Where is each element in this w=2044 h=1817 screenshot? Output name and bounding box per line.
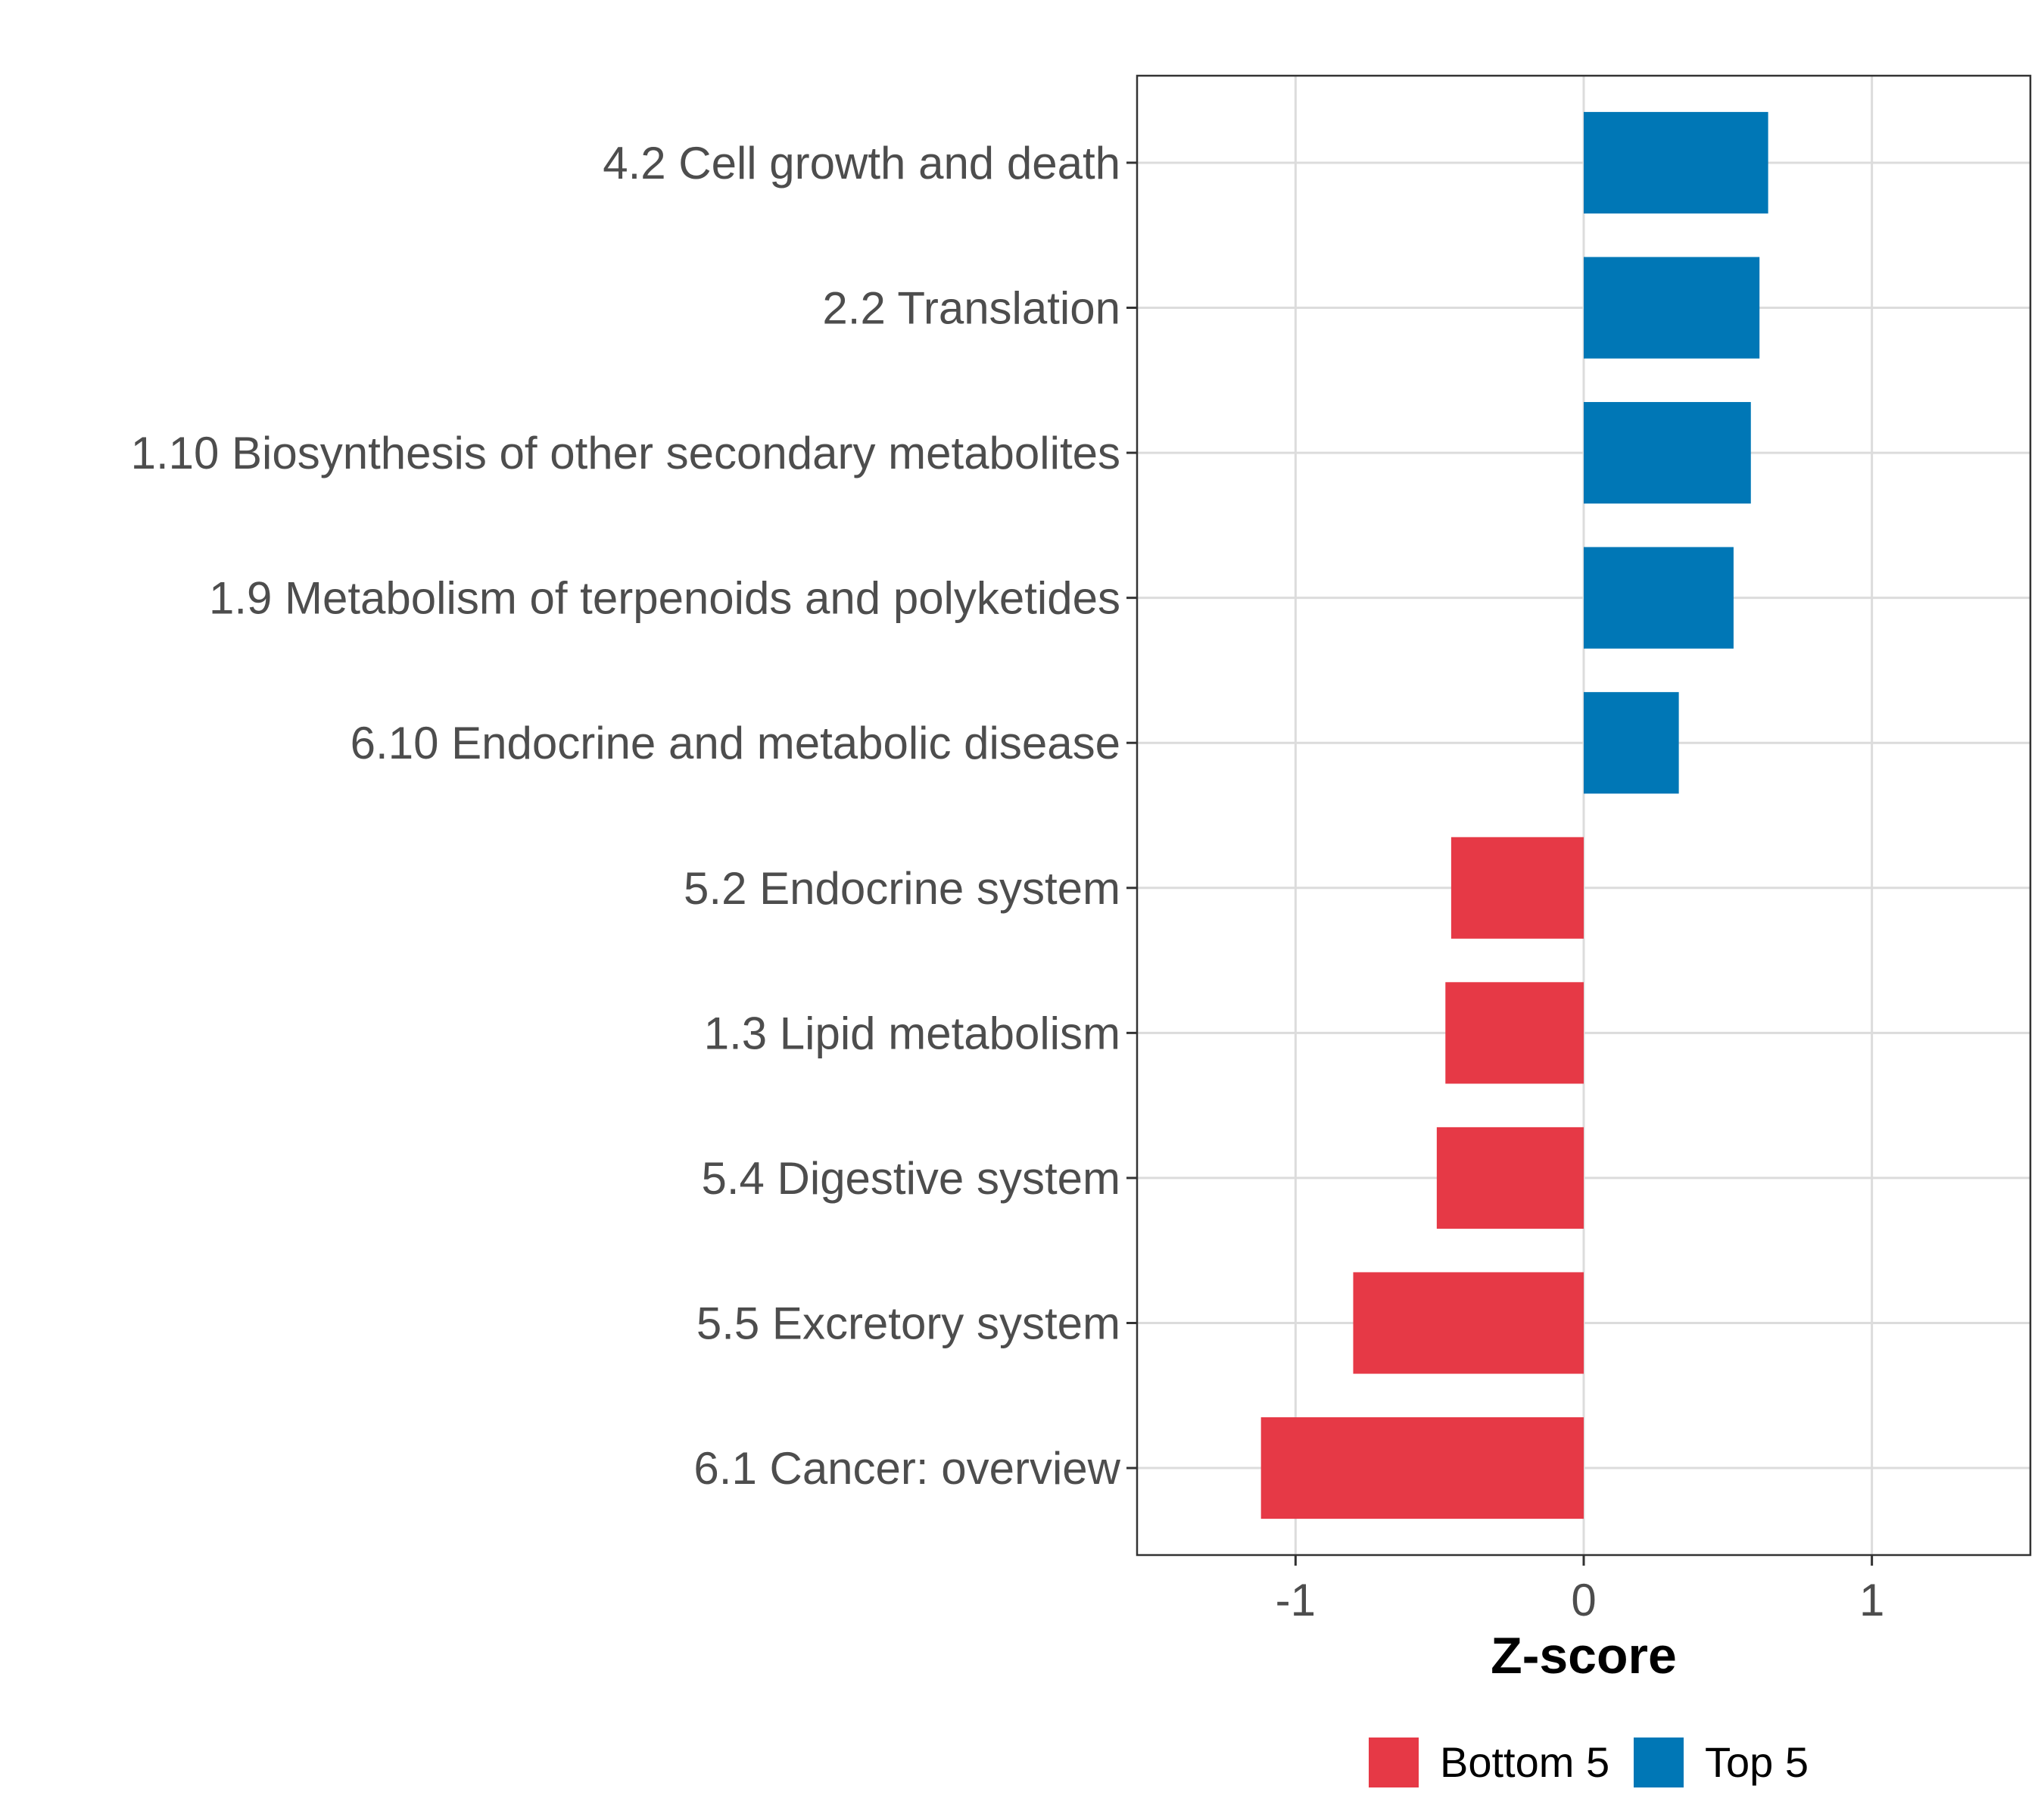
category-label: 1.3 Lipid metabolism [704,1008,1120,1058]
bar [1584,402,1751,504]
legend-swatch-bottom-5 [1369,1738,1419,1787]
category-label: 5.5 Excretory system [696,1298,1120,1348]
bar [1584,692,1679,794]
x-tick-label: 1 [1859,1575,1884,1625]
legend: Bottom 5 Top 5 [1369,1738,1809,1787]
x-tick-label: 0 [1571,1575,1596,1625]
x-tick-label: -1 [1276,1575,1316,1625]
bar [1450,837,1584,939]
category-label: 1.10 Biosynthesis of other secondary met… [131,428,1120,478]
bar [1436,1127,1584,1229]
category-label: 1.9 Metabolism of terpenoids and polyket… [209,573,1120,624]
category-label: 6.1 Cancer: overview [693,1443,1120,1494]
category-label: 6.10 Endocrine and metabolic disease [351,718,1120,768]
x-axis-ticks: -1 0 1 [1276,1555,1884,1625]
y-axis-ticks: 4.2 Cell growth and death 2.2 Translation… [131,138,1137,1494]
category-label: 2.2 Translation [822,283,1120,334]
bar-layer [1260,111,1768,1519]
legend-swatch-top-5 [1634,1738,1684,1787]
legend-label-top-5: Top 5 [1705,1738,1809,1786]
bar [1584,111,1768,213]
bar [1260,1417,1584,1519]
x-axis-title: Z-score [1491,1627,1677,1685]
legend-label-bottom-5: Bottom 5 [1440,1738,1609,1786]
bar [1445,982,1584,1084]
category-label: 5.4 Digestive system [701,1153,1120,1204]
bar [1584,547,1734,649]
bar [1584,257,1760,359]
bar [1353,1272,1584,1374]
category-label: 5.2 Endocrine system [684,863,1120,914]
category-label: 4.2 Cell growth and death [603,138,1120,189]
